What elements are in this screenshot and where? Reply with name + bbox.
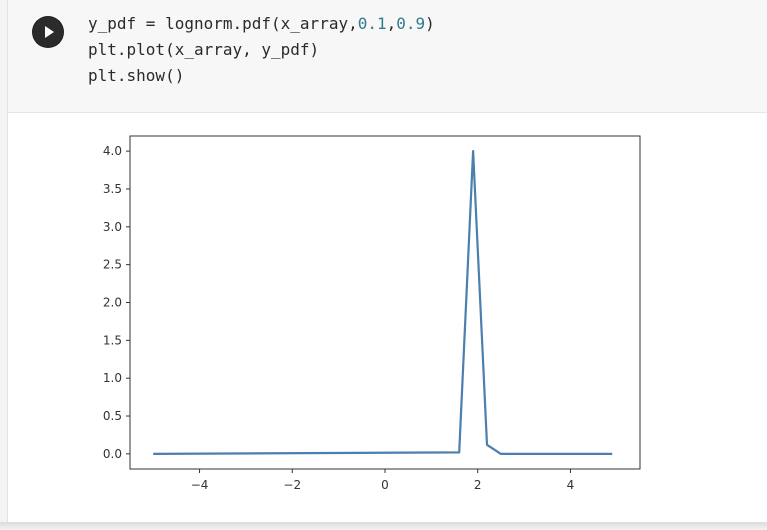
y-tick-label: 0.5 — [103, 409, 122, 423]
code-text[interactable]: y_pdf = lognorm.pdf(x_array,0.1,0.9) plt.… — [88, 11, 435, 89]
code-number: 0.9 — [396, 14, 426, 33]
run-cell-button[interactable] — [33, 17, 63, 47]
code-editor[interactable]: y_pdf = lognorm.pdf(x_array,0.1,0.9) plt.… — [8, 0, 767, 113]
code-line-2: plt.plot(x_array, y_pdf) — [88, 40, 320, 59]
code-token: , — [386, 14, 397, 33]
y-tick-label: 2.5 — [103, 258, 122, 272]
code-line-3: plt.show() — [88, 66, 185, 85]
code-token: ) — [425, 14, 435, 33]
series-line — [153, 149, 613, 455]
y-tick-label: 3.5 — [103, 182, 122, 196]
x-tick-label: 2 — [474, 478, 482, 492]
plot-frame — [129, 135, 641, 470]
x-tick-label: 0 — [381, 478, 389, 492]
code-token: y_pdf = lognorm.pdf(x_array, — [88, 14, 358, 33]
x-tick-label: −4 — [191, 478, 209, 492]
line-chart: 0.0 0.5 1.0 1.5 2.0 2.5 3.0 3.5 4.0 −4 −2 0 2 4 — [103, 135, 641, 492]
cell-output: 0.0 0.5 1.0 1.5 2.0 2.5 3.0 3.5 4.0 −4 −2 0 2 4 — [8, 113, 767, 523]
x-tick-label: 4 — [567, 478, 575, 492]
y-tick-label: 0.0 — [103, 447, 122, 461]
cell-gutter — [0, 0, 8, 522]
y-tick-label: 3.0 — [103, 220, 122, 234]
y-tick-label: 1.5 — [103, 333, 122, 347]
code-number: 0.1 — [357, 14, 387, 33]
y-tick-label: 4.0 — [103, 144, 122, 158]
cell-bottom-edge — [0, 522, 767, 530]
y-tick-label: 2.0 — [103, 296, 122, 310]
code-line-1: y_pdf = lognorm.pdf(x_array,0.1,0.9) — [88, 11, 435, 37]
play-icon — [45, 26, 54, 38]
y-tick-label: 1.0 — [103, 371, 122, 385]
x-tick-label: −2 — [283, 478, 301, 492]
